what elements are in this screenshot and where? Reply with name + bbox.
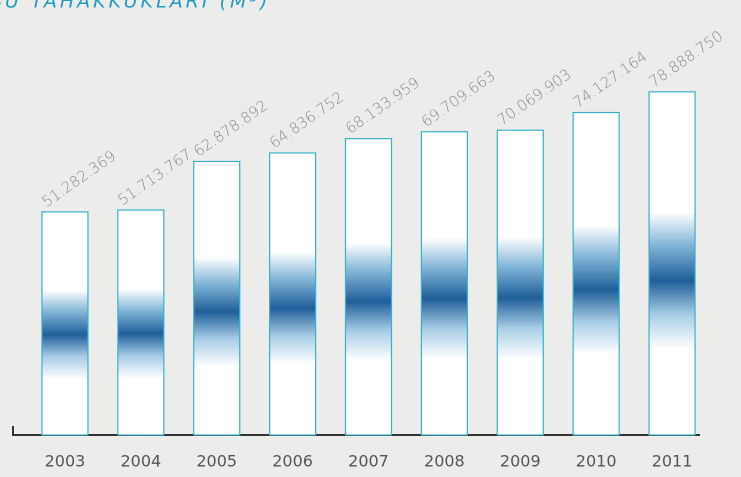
bar xyxy=(193,160,241,436)
x-tick-label: 2011 xyxy=(652,452,693,471)
x-tick-label: 2008 xyxy=(424,452,465,471)
bar xyxy=(117,209,165,436)
value-label: 51.713.767 xyxy=(114,145,195,209)
value-label: 69.709.663 xyxy=(418,67,499,131)
bar xyxy=(420,131,468,436)
x-tick-label: 2006 xyxy=(272,452,313,471)
value-label: 70.069.903 xyxy=(494,65,575,129)
value-label: 51.282.369 xyxy=(38,147,119,211)
bar xyxy=(572,111,620,436)
bar xyxy=(496,129,544,436)
x-tick-label: 2010 xyxy=(576,452,617,471)
value-label: 74.127.164 xyxy=(570,48,651,112)
x-tick-label: 2004 xyxy=(120,452,161,471)
bar xyxy=(344,138,393,436)
value-label: 68.133.959 xyxy=(342,74,423,138)
bar xyxy=(41,211,89,436)
value-label: 62.878.892 xyxy=(190,96,271,160)
x-tick-label: 2009 xyxy=(500,452,541,471)
value-label: 78.888.750 xyxy=(646,27,727,91)
bar xyxy=(269,152,317,436)
bar xyxy=(648,91,696,436)
x-tick-label: 2003 xyxy=(45,452,86,471)
x-tick-label: 2007 xyxy=(348,452,389,471)
value-label: 64.836.752 xyxy=(266,88,347,152)
x-tick-label: 2005 xyxy=(196,452,237,471)
chart-title: SU TAHAKKUKLARI (M³) xyxy=(0,0,270,13)
